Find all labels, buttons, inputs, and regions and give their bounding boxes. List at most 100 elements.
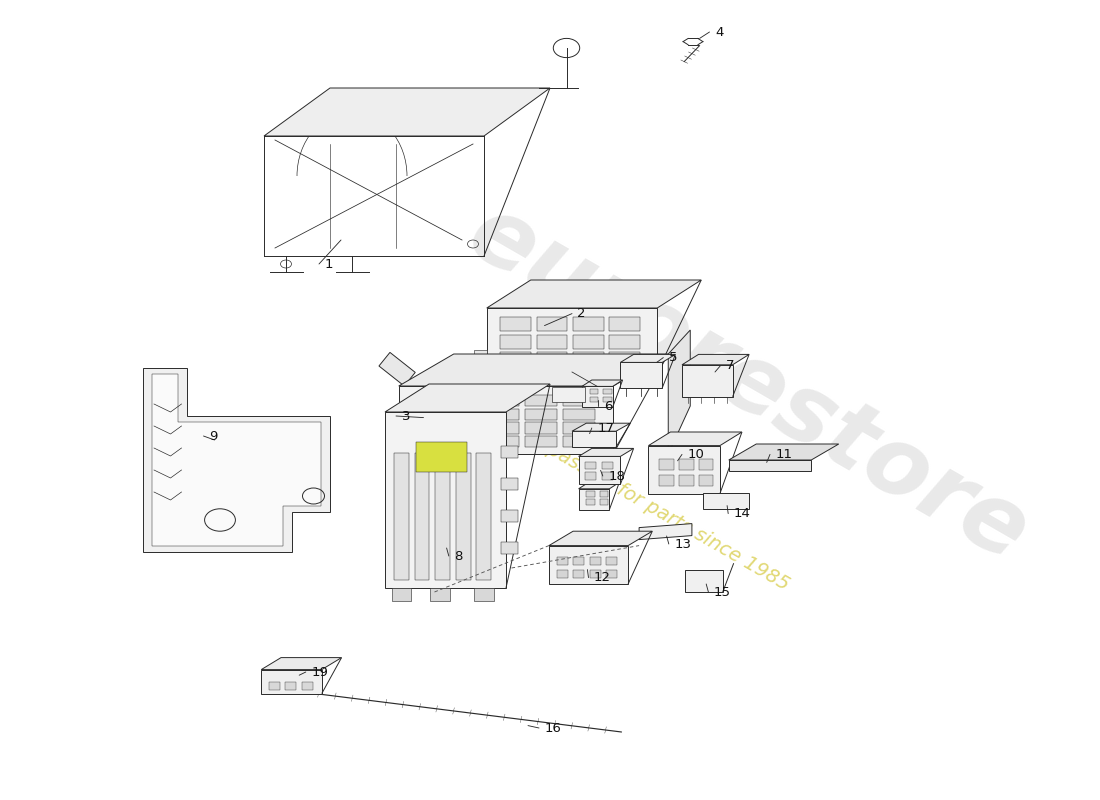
Polygon shape	[572, 431, 616, 447]
Polygon shape	[662, 354, 675, 388]
Polygon shape	[614, 354, 669, 454]
Polygon shape	[639, 523, 692, 539]
Polygon shape	[506, 384, 550, 588]
Bar	[537, 318, 568, 331]
Polygon shape	[723, 563, 734, 592]
Text: 17: 17	[597, 422, 614, 434]
Bar	[430, 588, 450, 601]
Bar	[602, 472, 613, 480]
Polygon shape	[322, 658, 342, 694]
Bar	[500, 318, 531, 331]
Text: 18: 18	[608, 470, 625, 482]
Bar	[500, 446, 518, 458]
Bar	[585, 472, 596, 480]
Polygon shape	[549, 531, 652, 546]
Bar	[586, 491, 595, 497]
Polygon shape	[685, 570, 723, 592]
Bar	[660, 459, 674, 470]
Polygon shape	[669, 330, 691, 454]
Bar	[537, 334, 568, 349]
Bar	[590, 557, 601, 565]
Text: 5: 5	[669, 351, 678, 364]
Polygon shape	[620, 354, 675, 362]
Bar	[436, 454, 450, 580]
Bar	[450, 409, 482, 420]
Bar	[500, 478, 518, 490]
Text: 2: 2	[578, 307, 586, 320]
Bar	[525, 395, 557, 406]
Bar	[602, 462, 613, 469]
Bar	[557, 557, 568, 565]
Bar	[590, 570, 601, 578]
Polygon shape	[613, 380, 623, 407]
Polygon shape	[262, 670, 322, 694]
Polygon shape	[728, 460, 811, 471]
Bar	[590, 397, 598, 402]
Bar	[552, 387, 585, 402]
Text: 13: 13	[674, 538, 691, 550]
Text: 14: 14	[734, 507, 750, 520]
Bar	[700, 475, 714, 486]
Bar	[609, 334, 640, 349]
Text: 4: 4	[715, 26, 724, 38]
Polygon shape	[579, 489, 609, 510]
Bar	[416, 442, 466, 472]
Bar	[525, 409, 557, 420]
Polygon shape	[609, 482, 619, 510]
Polygon shape	[733, 354, 749, 397]
Text: 1: 1	[324, 258, 333, 270]
Polygon shape	[719, 432, 741, 494]
Polygon shape	[143, 368, 330, 552]
Bar	[562, 395, 595, 406]
Text: 6: 6	[604, 400, 613, 413]
Polygon shape	[682, 365, 733, 397]
Bar	[573, 557, 584, 565]
Bar	[537, 352, 568, 366]
Text: 10: 10	[688, 448, 704, 461]
Polygon shape	[658, 280, 702, 372]
Polygon shape	[399, 354, 669, 386]
Polygon shape	[399, 386, 614, 454]
Bar	[609, 318, 640, 331]
Bar	[606, 570, 617, 578]
Bar	[600, 491, 608, 497]
Bar	[562, 409, 595, 420]
Bar	[474, 588, 494, 601]
Polygon shape	[620, 448, 634, 485]
Polygon shape	[628, 531, 652, 584]
Circle shape	[697, 374, 706, 380]
Polygon shape	[385, 412, 506, 588]
Polygon shape	[579, 482, 619, 489]
Polygon shape	[582, 386, 613, 407]
Bar	[573, 352, 604, 366]
Bar	[525, 436, 557, 447]
Bar	[500, 510, 518, 522]
Polygon shape	[486, 280, 702, 308]
Bar	[603, 397, 612, 402]
Polygon shape	[549, 546, 628, 584]
Bar	[411, 436, 443, 447]
Bar	[411, 409, 443, 420]
Bar	[487, 409, 519, 420]
Bar	[455, 454, 471, 580]
Bar	[562, 422, 595, 434]
Bar	[487, 395, 519, 406]
Bar	[500, 542, 518, 554]
Polygon shape	[385, 384, 550, 412]
Text: 3: 3	[402, 410, 410, 422]
Bar	[411, 395, 443, 406]
Bar	[411, 422, 443, 434]
Bar	[500, 352, 531, 366]
Bar	[562, 436, 595, 447]
Polygon shape	[378, 352, 416, 386]
Text: 16: 16	[544, 722, 561, 734]
Polygon shape	[579, 456, 620, 485]
Bar	[487, 436, 519, 447]
Text: 9: 9	[209, 430, 218, 442]
Text: 12: 12	[594, 571, 610, 584]
Text: a passion for parts since 1985: a passion for parts since 1985	[528, 430, 792, 594]
Bar	[680, 459, 694, 470]
Polygon shape	[152, 374, 321, 546]
Polygon shape	[484, 88, 550, 256]
Bar	[500, 334, 531, 349]
